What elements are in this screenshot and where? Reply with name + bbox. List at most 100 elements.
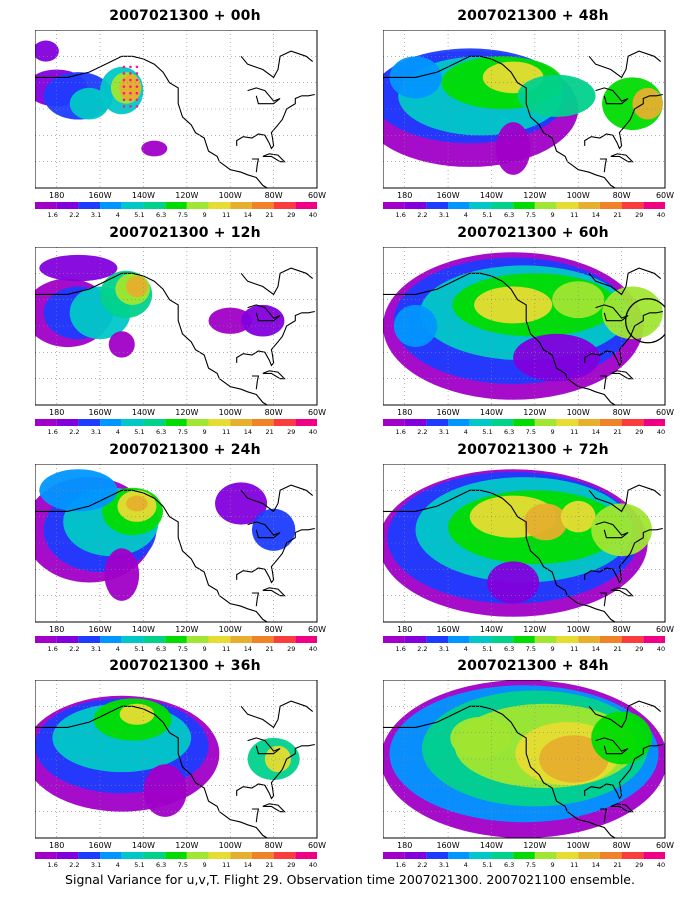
panel-60h: 2007021300 + 60h 70N60N50N40N30N20N10N18… [383,225,683,435]
colorbar-label: 6.3 [504,645,514,652]
colorbar-swatch [165,852,187,859]
variance-field [474,286,553,324]
lon-tick-label: 80W [265,625,283,634]
colorbar-label: 9 [202,645,206,652]
colorbar-swatch [469,852,492,859]
colorbar-label: 11 [222,211,230,218]
lon-tick-label: 140W [132,191,155,200]
coastline [599,592,608,607]
variance-field [108,331,135,358]
coastline [35,55,144,78]
observation-dot [129,98,132,102]
coastline [251,808,260,823]
colorbar-label: 40 [657,861,665,868]
colorbar-swatch [556,852,579,859]
lon-tick-label: 120W [523,408,546,417]
lon-tick-label: 120W [175,625,198,634]
colorbar-label: 11 [570,211,578,218]
colorbar-label: 21 [613,428,621,435]
colorbar-label: 1.6 [396,861,406,868]
colorbar-swatch [35,202,57,209]
colorbar-label: 14 [244,645,252,652]
lon-tick-label: 180 [397,191,412,200]
coastline [247,304,281,322]
observation-dot [122,78,126,82]
colorbar-swatch [643,852,665,859]
lon-tick-label: 80W [265,408,283,417]
colorbar-swatch [383,419,405,426]
colorbar-label: 9 [202,211,206,218]
lon-tick-label: 120W [175,408,198,417]
colorbar-swatch [273,202,296,209]
map-panel: 70N60N50N40N30N20N10N180160W140W120W100W… [35,30,326,218]
colorbar-swatch [469,202,492,209]
colorbar-label: 40 [309,861,317,868]
colorbar-label: 1.6 [48,428,58,435]
colorbar-label: 21 [265,211,273,218]
lon-tick-label: 160W [88,841,111,850]
coastline [491,492,616,622]
colorbar-swatch [78,419,101,426]
coastline [143,58,268,188]
coastline [236,527,315,584]
colorbar-label: 29 [635,211,643,218]
observation-dot [135,72,139,75]
colorbar-swatch [78,852,101,859]
map-panel: 70N60N50N40N30N20N10N180160W140W120W100W… [383,680,674,868]
panel-title: 2007021300 + 48h [457,8,609,24]
lon-tick-label: 180 [49,625,64,634]
variance-field [104,548,140,601]
colorbar-swatch [599,852,622,859]
coastline [584,310,663,367]
colorbar-swatch [35,636,57,643]
colorbar-label: 11 [222,428,230,435]
coastline [491,275,616,405]
observation-dot [122,85,126,88]
colorbar-swatch [426,852,449,859]
colorbar-label: 7.5 [178,645,188,652]
colorbar-label: 21 [265,861,273,868]
colorbar-label: 14 [592,645,600,652]
colorbar-swatch [643,419,665,426]
coastline [588,267,662,296]
colorbar-swatch [534,852,557,859]
colorbar-label: 3.1 [439,645,449,652]
colorbar-label: 7.5 [178,428,188,435]
colorbar-label: 14 [244,861,252,868]
lon-tick-label: 100W [567,841,590,850]
observation-dot [129,91,132,95]
colorbar-swatch [165,202,187,209]
observation-dot [135,65,139,69]
lon-tick-label: 160W [436,191,459,200]
colorbar-label: 4 [116,861,120,868]
colorbar-swatch [383,636,405,643]
colorbar-label: 40 [657,428,665,435]
colorbar-swatch [100,852,122,859]
variance-field [119,703,155,725]
panel-title: 2007021300 + 36h [109,658,261,674]
lon-tick-label: 100W [219,841,242,850]
coastline [35,272,144,295]
map-frame [35,247,318,406]
lon-tick-label: 80W [613,841,631,850]
colorbar-label: 29 [287,861,295,868]
lon-tick-label: 120W [523,841,546,850]
observation-dot [122,91,126,95]
map-plot-area [35,30,317,188]
colorbar-label: 3.1 [91,428,101,435]
colorbar-label: 1.6 [48,211,58,218]
map-frame [383,680,666,839]
lon-tick-label: 80W [613,191,631,200]
panel-title: 2007021300 + 24h [109,442,261,458]
lon-tick-label: 100W [567,408,590,417]
coastline [262,803,286,813]
colorbar-label: 9 [550,211,554,218]
variance-field [208,307,252,334]
coastline [251,158,260,173]
lon-tick-label: 100W [567,625,590,634]
coastline [584,743,663,800]
colorbar-swatch [143,419,166,426]
coastline [664,739,665,741]
coastline [599,158,608,173]
variance-field [524,503,568,541]
